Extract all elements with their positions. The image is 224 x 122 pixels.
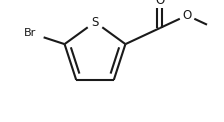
Text: O: O	[155, 0, 164, 7]
Text: S: S	[91, 15, 99, 29]
Text: O: O	[182, 9, 192, 22]
Text: Br: Br	[24, 28, 37, 38]
